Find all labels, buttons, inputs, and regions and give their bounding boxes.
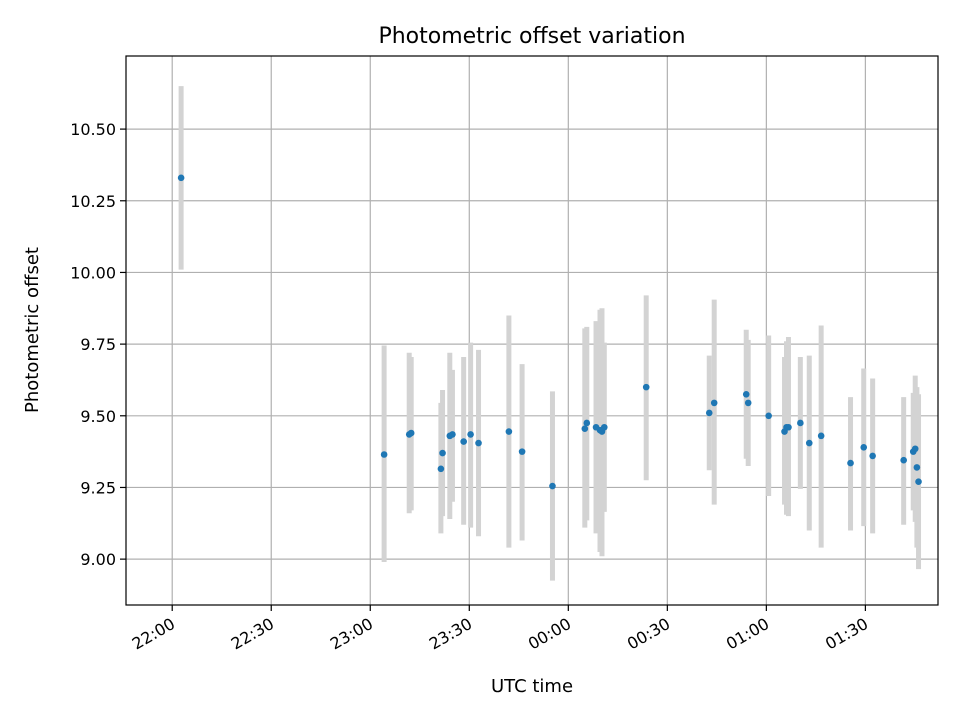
data-point [785,423,792,431]
data-point [380,451,388,458]
data-point [765,412,772,420]
data-point [900,456,907,464]
y-axis-ticks: 9.00 9.25 9.50 9.75 10.00 10.25 10.50 [70,120,126,569]
data-point [467,431,474,438]
data-point [744,399,752,407]
plot-frame [125,55,939,606]
data-point [581,425,589,432]
data-point [911,445,919,453]
y-tick-label: 9.75 [80,335,116,354]
data-point [505,428,513,435]
chart-title: Photometric offset variation [378,24,685,49]
data-point [817,432,825,440]
y-tick-label: 10.00 [70,263,116,282]
data-point [797,419,804,427]
data-point [177,174,185,182]
data-point [600,423,608,431]
data-point [518,448,526,455]
y-tick-label: 9.50 [80,407,116,426]
data-point [915,478,922,486]
data-point [913,464,921,471]
y-tick-label: 10.25 [70,192,116,211]
y-axis-label: Photometric offset [22,247,43,413]
data-point [869,452,876,460]
data-point [583,419,591,427]
data-point [449,431,456,438]
data-points [177,174,922,490]
data-point [439,449,446,457]
data-point [475,439,482,447]
data-point [742,390,750,398]
data-point [549,482,556,490]
data-point [642,383,650,391]
data-point [705,409,713,417]
data-point [710,399,718,407]
y-tick-label: 9.00 [80,550,116,569]
data-point [805,439,813,447]
x-axis-label: UTC time [491,676,573,697]
y-tick-label: 10.50 [70,120,116,139]
y-tick-label: 9.25 [80,478,116,497]
data-point [407,429,415,437]
data-point [460,438,467,445]
data-point [437,465,445,473]
data-point [860,444,868,451]
data-point [847,459,854,467]
